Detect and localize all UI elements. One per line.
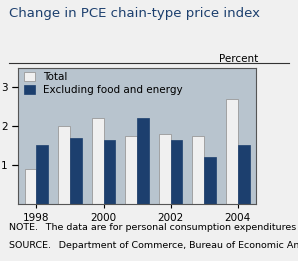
Text: NOTE.  The data are for personal consumption expenditures (PCE).: NOTE. The data are for personal consumpt…: [9, 223, 298, 232]
Bar: [103, 140, 115, 204]
Text: SOURCE.  Department of Commerce, Bureau of Economic Analysis.: SOURCE. Department of Commerce, Bureau o…: [9, 241, 298, 250]
Bar: [238, 145, 249, 204]
Legend: Total, Excluding food and energy: Total, Excluding food and energy: [20, 68, 187, 99]
Bar: [159, 134, 171, 204]
Bar: [92, 118, 103, 204]
Text: Change in PCE chain-type price index: Change in PCE chain-type price index: [9, 7, 260, 20]
Bar: [171, 140, 182, 204]
Bar: [204, 157, 216, 204]
Bar: [70, 138, 82, 204]
Bar: [36, 145, 48, 204]
Bar: [125, 136, 137, 204]
Bar: [58, 126, 70, 204]
Bar: [193, 136, 204, 204]
Bar: [25, 169, 36, 204]
Bar: [226, 99, 238, 204]
Text: Percent: Percent: [218, 54, 258, 64]
Bar: [137, 118, 149, 204]
